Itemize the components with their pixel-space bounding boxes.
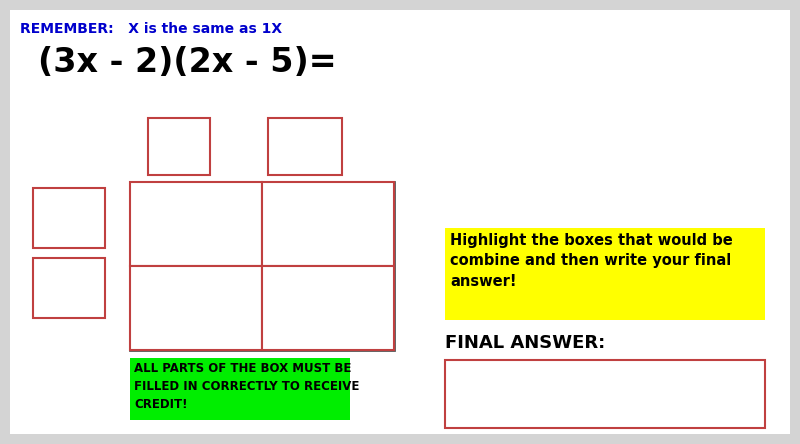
Bar bbox=[268, 118, 342, 175]
Bar bbox=[130, 266, 262, 350]
Text: REMEMBER:   X is the same as 1X: REMEMBER: X is the same as 1X bbox=[20, 22, 282, 36]
Bar bbox=[130, 358, 350, 420]
Bar bbox=[33, 258, 105, 318]
Bar bbox=[445, 360, 765, 428]
Bar bbox=[148, 118, 210, 175]
Text: Highlight the boxes that would be
combine and then write your final
answer!: Highlight the boxes that would be combin… bbox=[450, 233, 733, 289]
Text: ALL PARTS OF THE BOX MUST BE
FILLED IN CORRECTLY TO RECEIVE
CREDIT!: ALL PARTS OF THE BOX MUST BE FILLED IN C… bbox=[134, 362, 359, 411]
Bar bbox=[33, 188, 105, 248]
Bar bbox=[262, 266, 394, 350]
Bar bbox=[130, 182, 262, 266]
Bar bbox=[262, 182, 394, 266]
Text: FINAL ANSWER:: FINAL ANSWER: bbox=[445, 334, 606, 352]
Bar bbox=[130, 182, 394, 350]
Text: (3x - 2)(2x - 5)=: (3x - 2)(2x - 5)= bbox=[38, 46, 337, 79]
Bar bbox=[445, 228, 765, 320]
